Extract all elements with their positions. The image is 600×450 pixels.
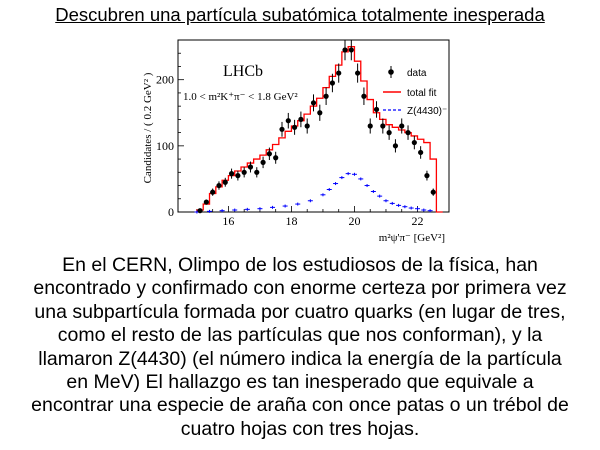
data-point (247, 164, 254, 170)
x-tick-label: 18 (285, 214, 297, 228)
data-point (273, 155, 279, 161)
data-point (361, 93, 367, 99)
data-point (380, 123, 386, 129)
data-point (310, 100, 317, 106)
data-point (348, 47, 354, 53)
data-point (342, 47, 348, 53)
data-point (392, 143, 399, 149)
data-point (216, 182, 222, 189)
legend-data-marker (388, 69, 394, 75)
data-point (430, 189, 436, 195)
experiment-label: LHCb (223, 63, 263, 80)
cut-label: 1.0 < m²K⁺π⁻ < 1.8 GeV² (183, 91, 298, 103)
data-point (285, 118, 291, 124)
body-line: llamaron Z(4430) (el número indica la en… (38, 347, 562, 370)
data-point (355, 70, 361, 76)
y-tick-label: 200 (156, 73, 174, 87)
body-line: una subpartícula formada por cuatro quar… (34, 300, 566, 323)
data-point (222, 179, 228, 185)
data-point (323, 93, 329, 99)
data-point (279, 126, 285, 132)
legend-label: data (407, 68, 427, 79)
x-tick-label: 22 (411, 214, 423, 228)
data-point (418, 149, 424, 156)
data-point (197, 208, 203, 214)
y-tick-label: 0 (168, 205, 174, 219)
y-tick-label: 100 (156, 139, 174, 153)
body-line: encontrar una especie de araña con once … (31, 394, 569, 417)
data-point (373, 106, 380, 113)
data-point (424, 173, 430, 179)
x-tick-label: 20 (348, 214, 360, 228)
body-line: como el resto de las partículas que nos … (57, 324, 543, 347)
legend: data total fit Z(4430)⁻ (383, 66, 447, 117)
total-fit-line (196, 45, 443, 213)
chart: 16 18 20 22 0 100 200 LHCb 1.0 < m²K⁺π⁻ < 1.8 … (142, 39, 450, 244)
data-point (291, 124, 298, 130)
body-line: En el CERN, Olimpo de los estudiosos de … (62, 254, 538, 276)
x-tick-label: 16 (222, 214, 234, 228)
data-point (329, 80, 336, 86)
data-point (399, 123, 405, 129)
legend-label: Z(4430)⁻ (407, 106, 447, 117)
data-point (411, 139, 417, 146)
data-point (235, 173, 241, 179)
article-body: En el CERN, Olimpo de los estudiosos de … (0, 254, 600, 441)
data-point (260, 159, 266, 165)
data-point (266, 151, 272, 157)
body-line: cuatro hojas con tres hojas. (180, 417, 420, 440)
headline: Descubren una partícula subatómica total… (55, 4, 545, 25)
legend-label: total fit (407, 88, 437, 99)
data-point (405, 130, 411, 136)
plot-frame (177, 39, 450, 213)
data-point (317, 110, 323, 116)
body-line: encontrado y confirmado con enorme certe… (33, 277, 567, 300)
x-axis-label: m²ψ'π⁻ [GeV²] (379, 232, 445, 244)
data-point (304, 123, 310, 129)
y-axis-label: Candidates / ( 0.2 GeV² ) (142, 72, 154, 183)
data-point (241, 169, 247, 175)
data-point (203, 199, 209, 205)
data-point (228, 171, 235, 177)
body-line: en MeV) El hallazgo es tan inesperado qu… (66, 371, 534, 394)
data-point (210, 189, 216, 195)
data-point (367, 123, 373, 129)
data-point (336, 70, 342, 76)
data-point (254, 169, 260, 175)
data-point (298, 116, 304, 122)
data-point (386, 130, 392, 136)
